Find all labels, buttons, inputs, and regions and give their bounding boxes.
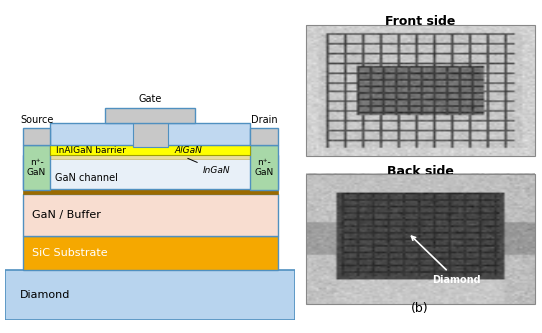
Text: Gate: Gate bbox=[139, 95, 162, 105]
Bar bbox=[306, 25, 534, 156]
Bar bbox=[5, 270, 295, 320]
Text: Front side: Front side bbox=[385, 15, 455, 28]
Text: SiC Substrate: SiC Substrate bbox=[31, 248, 107, 258]
Bar bbox=[23, 155, 278, 159]
Bar bbox=[23, 155, 278, 189]
Bar bbox=[250, 145, 278, 190]
Text: Drain: Drain bbox=[251, 115, 278, 125]
Bar bbox=[306, 174, 534, 304]
Text: InAlGaN barrier: InAlGaN barrier bbox=[56, 146, 126, 155]
Bar bbox=[105, 108, 196, 123]
Bar bbox=[50, 145, 250, 155]
Text: AlGaN: AlGaN bbox=[175, 146, 202, 155]
Text: GaN channel: GaN channel bbox=[55, 173, 118, 183]
Text: InGaN: InGaN bbox=[188, 159, 230, 175]
Text: Diamond: Diamond bbox=[20, 290, 70, 300]
Text: (b): (b) bbox=[411, 302, 429, 315]
Text: Diamond: Diamond bbox=[411, 236, 481, 284]
Bar bbox=[133, 123, 167, 147]
Bar bbox=[50, 123, 250, 145]
Bar bbox=[23, 189, 278, 194]
Text: Source: Source bbox=[20, 115, 53, 125]
Bar bbox=[23, 194, 278, 236]
Text: GaN / Buffer: GaN / Buffer bbox=[31, 210, 100, 220]
Bar bbox=[23, 236, 278, 270]
Bar bbox=[23, 145, 50, 190]
Text: Back side: Back side bbox=[386, 165, 454, 178]
Text: n⁺-
GaN: n⁺- GaN bbox=[27, 158, 46, 177]
Bar bbox=[250, 128, 278, 145]
Text: n⁺-
GaN: n⁺- GaN bbox=[255, 158, 274, 177]
Text: SiN: SiN bbox=[143, 129, 158, 139]
Bar bbox=[23, 128, 50, 145]
